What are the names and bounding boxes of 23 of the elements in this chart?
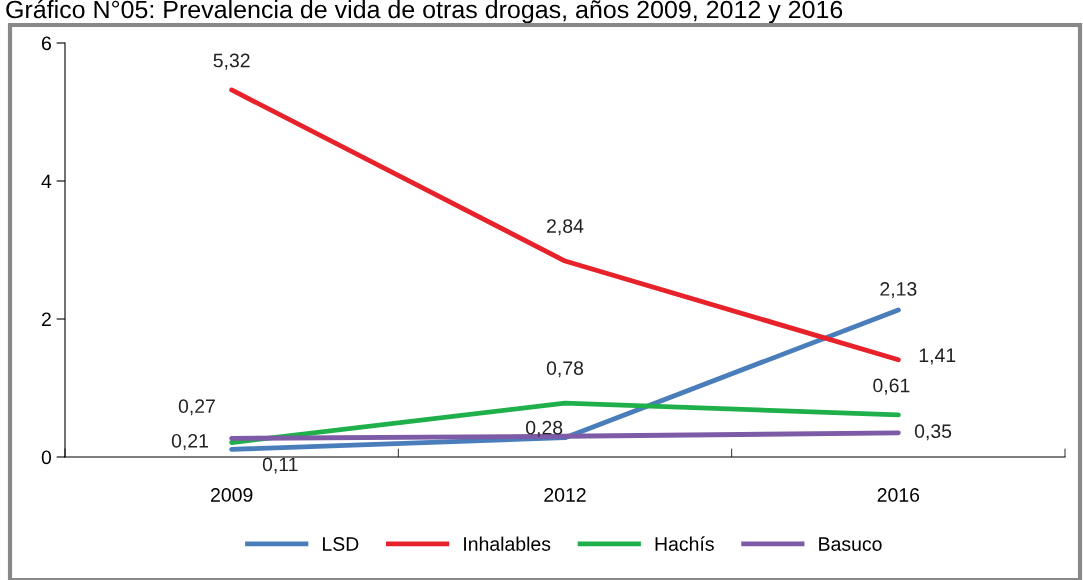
legend-label: LSD	[323, 537, 359, 551]
legend-label: Hachís	[655, 536, 714, 551]
y-tick-label: 4	[41, 174, 52, 189]
legend-label: Basuco	[819, 537, 882, 551]
data-label: 0,11	[262, 457, 298, 474]
chart-title: Gráfico N°05: Prevalencia de vida de otras drogas, años 2009, 2012 y 2016	[6, 0, 843, 24]
data-label: 5,32	[213, 53, 250, 70]
data-label: 2,84	[547, 219, 584, 236]
data-label: 0,28	[526, 420, 563, 437]
y-tick-label: 2	[41, 312, 51, 327]
y-tick-label: 6	[41, 36, 51, 51]
data-label: 0,21	[171, 433, 208, 451]
x-tick-label: 2012	[544, 488, 586, 502]
data-label: 0,78	[546, 361, 584, 378]
y-tick-label: 0	[41, 450, 52, 465]
data-label: 1,41	[919, 348, 956, 365]
data-label: 0,27	[178, 399, 215, 416]
data-label: 2,13	[880, 282, 917, 299]
legend-label: Inhalables	[464, 536, 551, 551]
x-tick-label: 2016	[877, 488, 920, 502]
data-label: 0,35	[914, 424, 952, 441]
x-tick-label: 2009	[211, 488, 253, 502]
data-label: 0,61	[873, 378, 910, 395]
